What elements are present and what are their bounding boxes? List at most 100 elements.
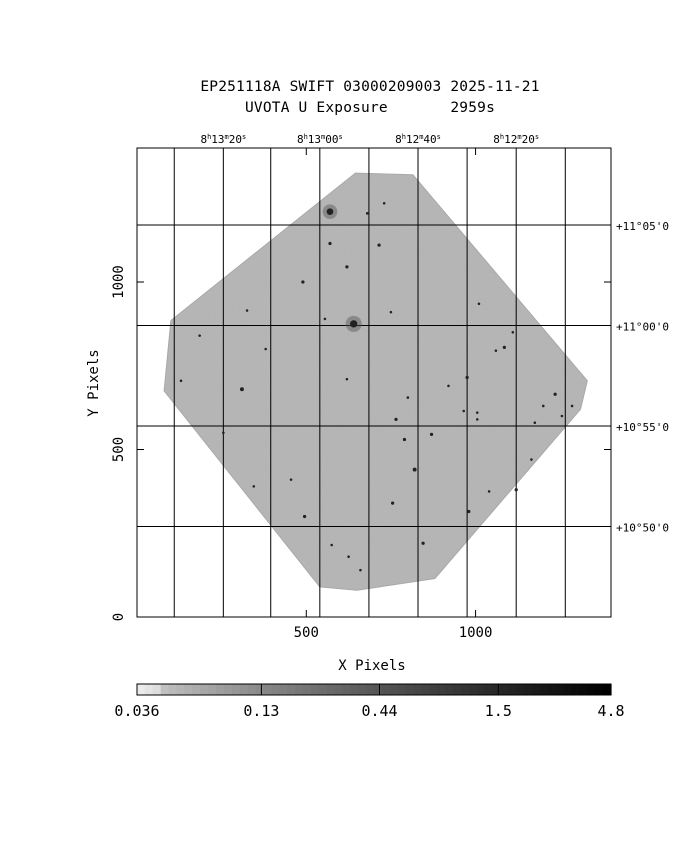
- colorbar-segment: [137, 684, 146, 695]
- source-point: [530, 458, 533, 461]
- source-point: [326, 208, 334, 215]
- colorbar-segment: [524, 684, 533, 695]
- colorbar-segment: [271, 684, 280, 695]
- source-point: [477, 302, 481, 306]
- colorbar-segment: [532, 684, 541, 695]
- source-point: [447, 384, 450, 388]
- colorbar-tick-label: 0.036: [114, 702, 159, 720]
- colorbar-segment: [247, 684, 257, 695]
- dec-tick-label: +10°55'0: [616, 421, 669, 434]
- colorbar-segment: [152, 684, 162, 695]
- source-point: [302, 514, 307, 519]
- source-point: [252, 485, 256, 488]
- source-point: [264, 347, 267, 351]
- colorbar-segment: [168, 684, 178, 695]
- colorbar-segment: [239, 684, 249, 695]
- colorbar-segment: [421, 684, 430, 695]
- source-point: [467, 509, 471, 514]
- source-point: [511, 330, 515, 334]
- y-tick-label: 1000: [111, 265, 127, 299]
- colorbar-segment: [366, 684, 375, 695]
- source-point: [570, 404, 574, 408]
- source-point: [494, 349, 498, 352]
- colorbar-segment: [547, 684, 557, 695]
- source-point: [542, 404, 545, 408]
- source-point: [487, 490, 491, 493]
- source-point: [421, 541, 425, 545]
- colorbar-segment: [579, 684, 588, 695]
- colorbar-segment: [263, 684, 272, 695]
- plot-frame: [136, 147, 612, 618]
- y-tick-label: 0: [111, 613, 127, 621]
- x-tick-label: 1000: [459, 625, 493, 641]
- ra-tick-label: 8h13m20s: [200, 133, 246, 146]
- colorbar-segment: [200, 684, 209, 695]
- source-point: [475, 411, 479, 414]
- colorbar-segment: [216, 684, 225, 695]
- source-point: [402, 437, 407, 442]
- source-point: [179, 379, 183, 383]
- colorbar-segment: [389, 684, 399, 695]
- colorbar-segment: [484, 684, 494, 695]
- source-point: [239, 387, 244, 392]
- colorbar-segment: [358, 684, 367, 695]
- source-point: [345, 265, 349, 269]
- ra-tick-label: 8h12m20s: [493, 133, 539, 146]
- colorbar-segment: [571, 684, 580, 695]
- colorbar-segment: [192, 684, 201, 695]
- source-point: [533, 421, 537, 424]
- colorbar-segment: [318, 684, 328, 695]
- source-point: [514, 488, 518, 492]
- colorbar-segment: [302, 684, 312, 695]
- colorbar-segment: [350, 684, 359, 695]
- source-point: [198, 334, 201, 337]
- source-point: [502, 345, 506, 349]
- colorbar-segment: [397, 684, 407, 695]
- colorbar-segment: [279, 684, 288, 695]
- colorbar-segment: [587, 684, 596, 695]
- colorbar-segment: [176, 684, 185, 695]
- colorbar-segment: [374, 684, 383, 695]
- colorbar-segment: [184, 684, 193, 695]
- colorbar-segment: [508, 684, 517, 695]
- source-point: [245, 309, 249, 312]
- source-point: [328, 241, 332, 246]
- source-point: [462, 409, 466, 413]
- source-point: [377, 243, 381, 247]
- ra-tick-label: 8h12m40s: [395, 133, 441, 146]
- colorbar-tick-label: 0.13: [243, 702, 279, 720]
- colorbar-segment: [231, 684, 241, 695]
- colorbar-segment: [334, 684, 343, 695]
- source-point: [382, 201, 386, 205]
- source-point: [553, 392, 557, 396]
- y-axis-label: Y Pixels: [86, 349, 102, 416]
- colorbar-segment: [255, 684, 264, 695]
- source-point: [412, 467, 417, 472]
- colorbar-segment: [492, 684, 501, 695]
- chart-title: EP251118A SWIFT 03000209003 2025-11-21: [200, 79, 540, 95]
- source-point: [350, 320, 358, 328]
- colorbar-segment: [539, 684, 549, 695]
- source-point: [345, 377, 349, 381]
- chart-subtitle: UVOTA U Exposure 2959s: [244, 100, 496, 116]
- colorbar-segment: [326, 684, 336, 695]
- source-point: [391, 501, 395, 505]
- colorbar-segment: [287, 684, 296, 695]
- colorbar-segment: [144, 684, 154, 695]
- source-point: [222, 431, 225, 435]
- colorbar-segment: [453, 684, 462, 695]
- colorbar-segment: [160, 684, 170, 695]
- source-point: [330, 543, 333, 547]
- source-point: [359, 568, 362, 572]
- exposure-noise: [164, 173, 588, 591]
- colorbar-segment: [223, 684, 233, 695]
- y-tick-label: 500: [111, 437, 127, 462]
- colorbar-segment: [310, 684, 320, 695]
- source-point: [394, 417, 398, 421]
- source-point: [465, 375, 469, 380]
- colorbar-segment: [460, 684, 470, 695]
- source-point: [323, 317, 327, 321]
- colorbar-segment: [429, 684, 438, 695]
- x-tick-label: 500: [294, 625, 319, 641]
